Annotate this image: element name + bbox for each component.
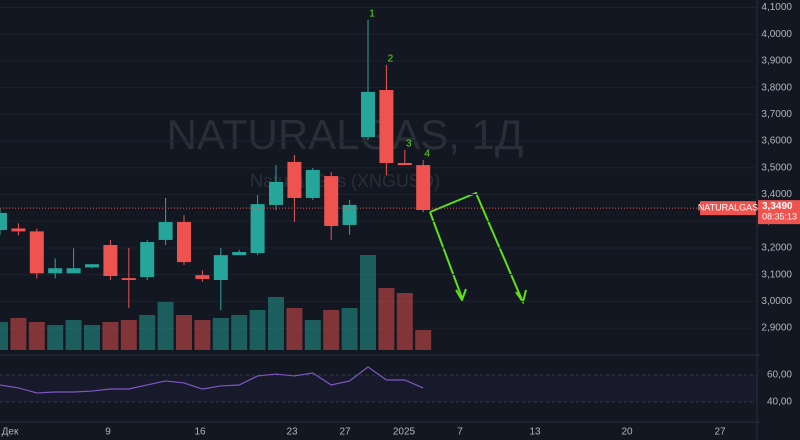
- y-tick-label: 3,6000: [761, 136, 792, 147]
- candle-body: [250, 204, 265, 254]
- candle-body: [342, 204, 357, 225]
- volume-bar: [84, 325, 100, 350]
- wave-label: 3: [406, 139, 412, 150]
- y-tick-label: 2,9000: [761, 323, 792, 334]
- candle-body: [158, 222, 173, 240]
- candle-body: [287, 161, 302, 198]
- volume-bar: [65, 320, 82, 350]
- candle-body: [324, 176, 339, 227]
- arrow-head: [515, 289, 527, 305]
- volume-bar: [120, 320, 137, 350]
- volume-bar: [139, 315, 156, 350]
- volume-bar: [249, 310, 266, 350]
- candle-body: [213, 255, 228, 280]
- rsi-line: [0, 366, 424, 394]
- x-tick-label: 9: [105, 427, 111, 438]
- x-tick-label: 16: [194, 427, 206, 438]
- candle-body: [103, 245, 118, 276]
- y-tick-label: 3,0000: [761, 296, 792, 307]
- y-tick-label: 3,1000: [761, 269, 792, 280]
- volume-bar: [378, 288, 395, 350]
- volume-bar: [415, 330, 432, 350]
- rsi-tick-label: 40,00: [767, 397, 792, 408]
- y-tick-label: 3,4000: [761, 189, 792, 200]
- candle-body: [269, 181, 283, 205]
- candle-body: [48, 268, 63, 274]
- volume-bar: [28, 322, 45, 350]
- volume-bar: [47, 325, 64, 350]
- last-price-label: 3,3490: [762, 201, 793, 212]
- candle-body: [29, 231, 44, 274]
- candle-body: [232, 251, 247, 256]
- symbol-tag: [700, 201, 756, 216]
- volume-bar: [268, 297, 284, 350]
- x-tick-label: 20: [621, 427, 633, 438]
- candle-body: [379, 90, 394, 163]
- volume-bar: [323, 310, 340, 350]
- candle-body: [416, 165, 431, 210]
- volume-bar: [10, 318, 27, 350]
- volume-bar: [102, 322, 119, 350]
- candle-body: [305, 169, 320, 198]
- candle-body: [66, 268, 81, 274]
- volume-bar: [286, 308, 303, 350]
- candle-body: [361, 91, 375, 138]
- x-tick-label: 13: [529, 427, 541, 438]
- candle-body: [0, 212, 7, 231]
- y-tick-label: 3,5000: [761, 162, 792, 173]
- y-tick-label: 4,1000: [761, 2, 792, 13]
- volume-bar: [0, 322, 8, 350]
- volume-bar: [341, 308, 358, 350]
- candle-body: [121, 278, 136, 280]
- x-tick-label: 23: [286, 427, 298, 438]
- x-tick-label: 2025: [393, 427, 416, 438]
- volume-bar: [231, 315, 248, 350]
- rsi-tick-label: 60,00: [767, 370, 792, 381]
- wave-label: 2: [388, 54, 394, 65]
- x-tick-label: 7: [457, 427, 463, 438]
- volume-bar: [212, 318, 229, 350]
- volume-bar: [176, 315, 192, 350]
- x-tick-label: Дек: [2, 427, 19, 438]
- volume-bar: [157, 302, 174, 350]
- y-tick-label: 3,2000: [761, 243, 792, 254]
- x-tick-label: 27: [339, 427, 351, 438]
- y-tick-label: 3,7000: [761, 109, 792, 120]
- forecast-arrows: [429, 191, 527, 305]
- symbol-label: NATURALGAS: [698, 203, 758, 213]
- candle-body: [195, 275, 210, 279]
- arrow-path: [429, 211, 463, 299]
- wave-label: 4: [424, 149, 430, 160]
- volume-bar: [360, 255, 376, 350]
- countdown-label: 08:35:13: [762, 212, 797, 222]
- arrow-head: [455, 288, 467, 303]
- y-tick-label: 3,9000: [761, 56, 792, 67]
- watermark-title: NATURALGAS, 1Д: [167, 111, 524, 158]
- candle-body: [177, 222, 191, 263]
- candle-body: [11, 228, 26, 232]
- arrow-path: [429, 191, 523, 301]
- volume-bar: [304, 320, 321, 350]
- price-tag: [758, 200, 800, 225]
- candle-body: [397, 162, 412, 166]
- volume-bar: [194, 320, 211, 350]
- wave-label: 1: [369, 8, 375, 19]
- x-tick-label: 27: [714, 427, 726, 438]
- volume-bar: [396, 293, 413, 350]
- y-tick-label: 3,8000: [761, 82, 792, 93]
- y-tick-label: 4,0000: [761, 29, 792, 40]
- candle-body: [140, 242, 155, 278]
- candle-body: [85, 264, 99, 268]
